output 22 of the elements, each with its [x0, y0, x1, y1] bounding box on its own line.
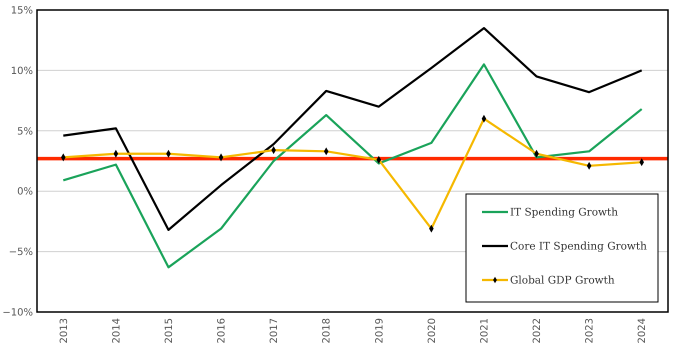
x-tick-label: 2018 [322, 318, 333, 344]
y-tick-label: 15% [10, 6, 33, 16]
line-series [62, 27, 643, 231]
x-tick-label: 2013 [58, 318, 70, 344]
x-tick-label: 2019 [374, 318, 386, 344]
x-tick-label: 2017 [269, 318, 280, 344]
x-tick-label: 2021 [479, 318, 490, 344]
x-tick-label: 2022 [532, 318, 544, 344]
x-tick-label: 2016 [216, 318, 228, 344]
x-tick-label: 2023 [584, 318, 596, 344]
x-tick-label: 2024 [637, 318, 648, 344]
x-tick-label: 2015 [164, 318, 175, 344]
legend-label: Global GDP Growth [510, 274, 615, 287]
y-tick-label: 0% [17, 186, 33, 198]
y-tick-label: −5% [8, 247, 33, 258]
legend-label: Core IT Spending Growth [510, 240, 648, 253]
y-tick-label: 5% [17, 126, 33, 138]
x-tick-label: 2014 [111, 318, 122, 344]
y-tick-label: −10% [2, 308, 33, 318]
x-tick-label: 2020 [426, 318, 438, 344]
y-tick-label: 10% [10, 66, 33, 77]
legend-label: IT Spending Growth [510, 206, 618, 219]
